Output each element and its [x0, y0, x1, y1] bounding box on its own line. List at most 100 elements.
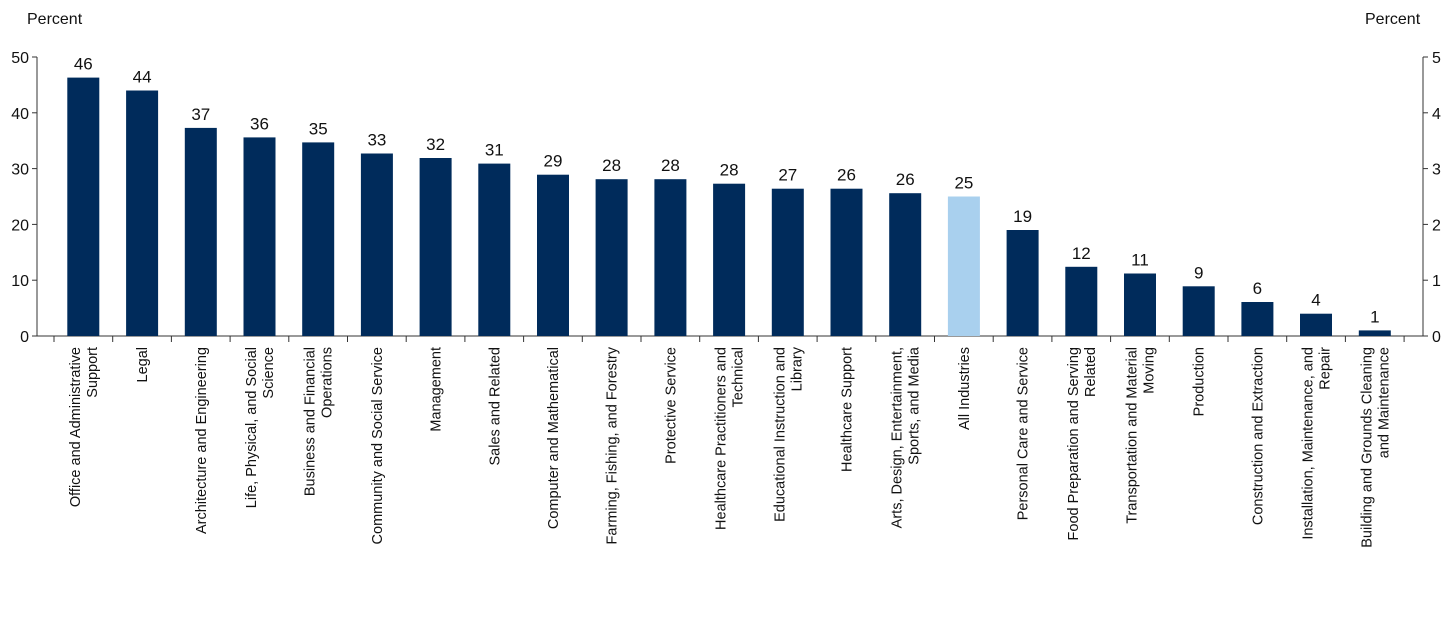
- data-label: 37: [191, 105, 210, 124]
- left-y-tick-label: 20: [11, 217, 29, 234]
- right-y-tick-label: 10: [1432, 273, 1441, 290]
- bar: [713, 183, 746, 336]
- right-axis-unit-label: Percent: [1365, 11, 1421, 28]
- category-label-line: Sales and Related: [487, 347, 503, 466]
- left-y-tick-label: 30: [11, 162, 29, 179]
- right-y-tick-label: 50: [1432, 50, 1441, 67]
- category-label-line: Operations: [320, 347, 336, 418]
- data-label: 11: [1131, 251, 1149, 270]
- category-label: Architecture and Engineering: [194, 347, 210, 534]
- data-label: 4: [1311, 291, 1320, 310]
- right-y-tick-label: 20: [1432, 217, 1441, 234]
- bar: [1182, 286, 1215, 336]
- bar: [771, 188, 804, 336]
- bar: [184, 127, 217, 337]
- bar: [478, 163, 511, 336]
- bar: [1241, 302, 1274, 336]
- category-label: Arts, Design, Entertainment,Sports, and …: [890, 346, 923, 528]
- category-label-line: Management: [429, 347, 445, 432]
- left-axis-unit-label: Percent: [27, 11, 83, 28]
- bar: [947, 196, 980, 336]
- category-label-line: Installation, Maintenance, and: [1301, 347, 1317, 540]
- data-label: 9: [1194, 263, 1203, 282]
- data-label: 33: [367, 131, 386, 150]
- category-label: Installation, Maintenance, andRepair: [1301, 347, 1334, 540]
- category-label: Healthcare Support: [840, 347, 856, 472]
- category-label: Farming, Fishing, and Forestry: [605, 346, 621, 544]
- data-label: 28: [602, 156, 621, 175]
- bar: [654, 179, 687, 336]
- category-label-line: Office and Administrative: [68, 347, 84, 507]
- data-label: 26: [896, 170, 915, 189]
- category-label-line: Library: [789, 346, 805, 391]
- bar: [1065, 266, 1098, 336]
- category-label-line: Technical: [731, 347, 747, 407]
- right-y-tick-label: 0: [1432, 329, 1441, 346]
- right-y-tick-label: 40: [1432, 106, 1441, 123]
- left-y-tick-label: 10: [11, 273, 29, 290]
- bar: [1006, 230, 1039, 336]
- data-label: 44: [133, 68, 152, 87]
- bar: [830, 188, 863, 336]
- category-label: All Industries: [957, 347, 973, 430]
- bar: [1300, 313, 1332, 336]
- category-label-line: Production: [1192, 347, 1208, 416]
- category-label: Computer and Mathematical: [546, 347, 562, 529]
- bar: [302, 142, 335, 336]
- data-label: 31: [485, 141, 504, 160]
- data-label: 26: [837, 166, 856, 185]
- data-label: 25: [954, 174, 973, 193]
- data-label: 36: [250, 114, 269, 133]
- data-label: 29: [544, 152, 563, 171]
- bar: [360, 153, 393, 336]
- category-label-line: Legal: [135, 347, 151, 382]
- bar: [243, 137, 276, 336]
- category-label-line: Arts, Design, Entertainment,: [890, 347, 906, 528]
- category-label-line: Educational Instruction and: [772, 347, 788, 522]
- category-label: Community and Social Service: [370, 347, 386, 544]
- category-label-line: Farming, Fishing, and Forestry: [605, 346, 621, 544]
- category-label: Personal Care and Service: [1016, 347, 1032, 520]
- bar: [67, 77, 100, 336]
- category-label: Business and FinancialOperations: [303, 347, 336, 496]
- category-label: Production: [1192, 347, 1208, 416]
- category-label-line: Science: [261, 347, 277, 399]
- left-y-tick-label: 40: [11, 106, 29, 123]
- category-label: Food Preparation and ServingRelated: [1066, 347, 1099, 540]
- bar: [537, 174, 569, 336]
- data-label: 19: [1013, 207, 1032, 226]
- bar: [595, 179, 628, 336]
- bar: [419, 158, 452, 336]
- category-label: Educational Instruction andLibrary: [772, 346, 805, 522]
- category-label: Transportation and MaterialMoving: [1125, 347, 1158, 524]
- category-label: Protective Service: [663, 347, 679, 464]
- category-label-line: and Maintenance: [1376, 347, 1392, 458]
- category-label: Healthcare Practitioners andTechnical: [714, 347, 747, 530]
- category-label: Management: [429, 347, 445, 432]
- data-label: 1: [1370, 307, 1379, 326]
- data-label: 27: [778, 166, 797, 185]
- category-label: Office and AdministrativeSupport: [68, 347, 101, 507]
- category-label-line: Computer and Mathematical: [546, 347, 562, 529]
- data-label: 6: [1253, 279, 1262, 298]
- category-label-line: All Industries: [957, 347, 973, 430]
- category-label-line: Architecture and Engineering: [194, 347, 210, 534]
- data-label: 28: [661, 156, 680, 175]
- category-label-line: Related: [1083, 347, 1099, 397]
- category-label: Life, Physical, and SocialScience: [244, 347, 277, 508]
- category-label-line: Business and Financial: [303, 347, 319, 496]
- category-label-line: Building and Grounds Cleaning: [1359, 347, 1375, 548]
- data-label: 12: [1072, 244, 1091, 263]
- category-label-line: Personal Care and Service: [1016, 347, 1032, 520]
- left-y-tick-label: 50: [11, 50, 29, 67]
- category-label: Building and Grounds Cleaningand Mainten…: [1359, 347, 1392, 548]
- category-label: Legal: [135, 347, 151, 382]
- category-label-line: Sports, and Media: [907, 346, 923, 465]
- category-label-line: Healthcare Support: [840, 347, 856, 472]
- left-y-tick-label: 0: [20, 329, 29, 346]
- category-label-line: Life, Physical, and Social: [244, 347, 260, 508]
- category-label: Construction and Extraction: [1250, 347, 1266, 525]
- category-label-line: Healthcare Practitioners and: [714, 347, 730, 530]
